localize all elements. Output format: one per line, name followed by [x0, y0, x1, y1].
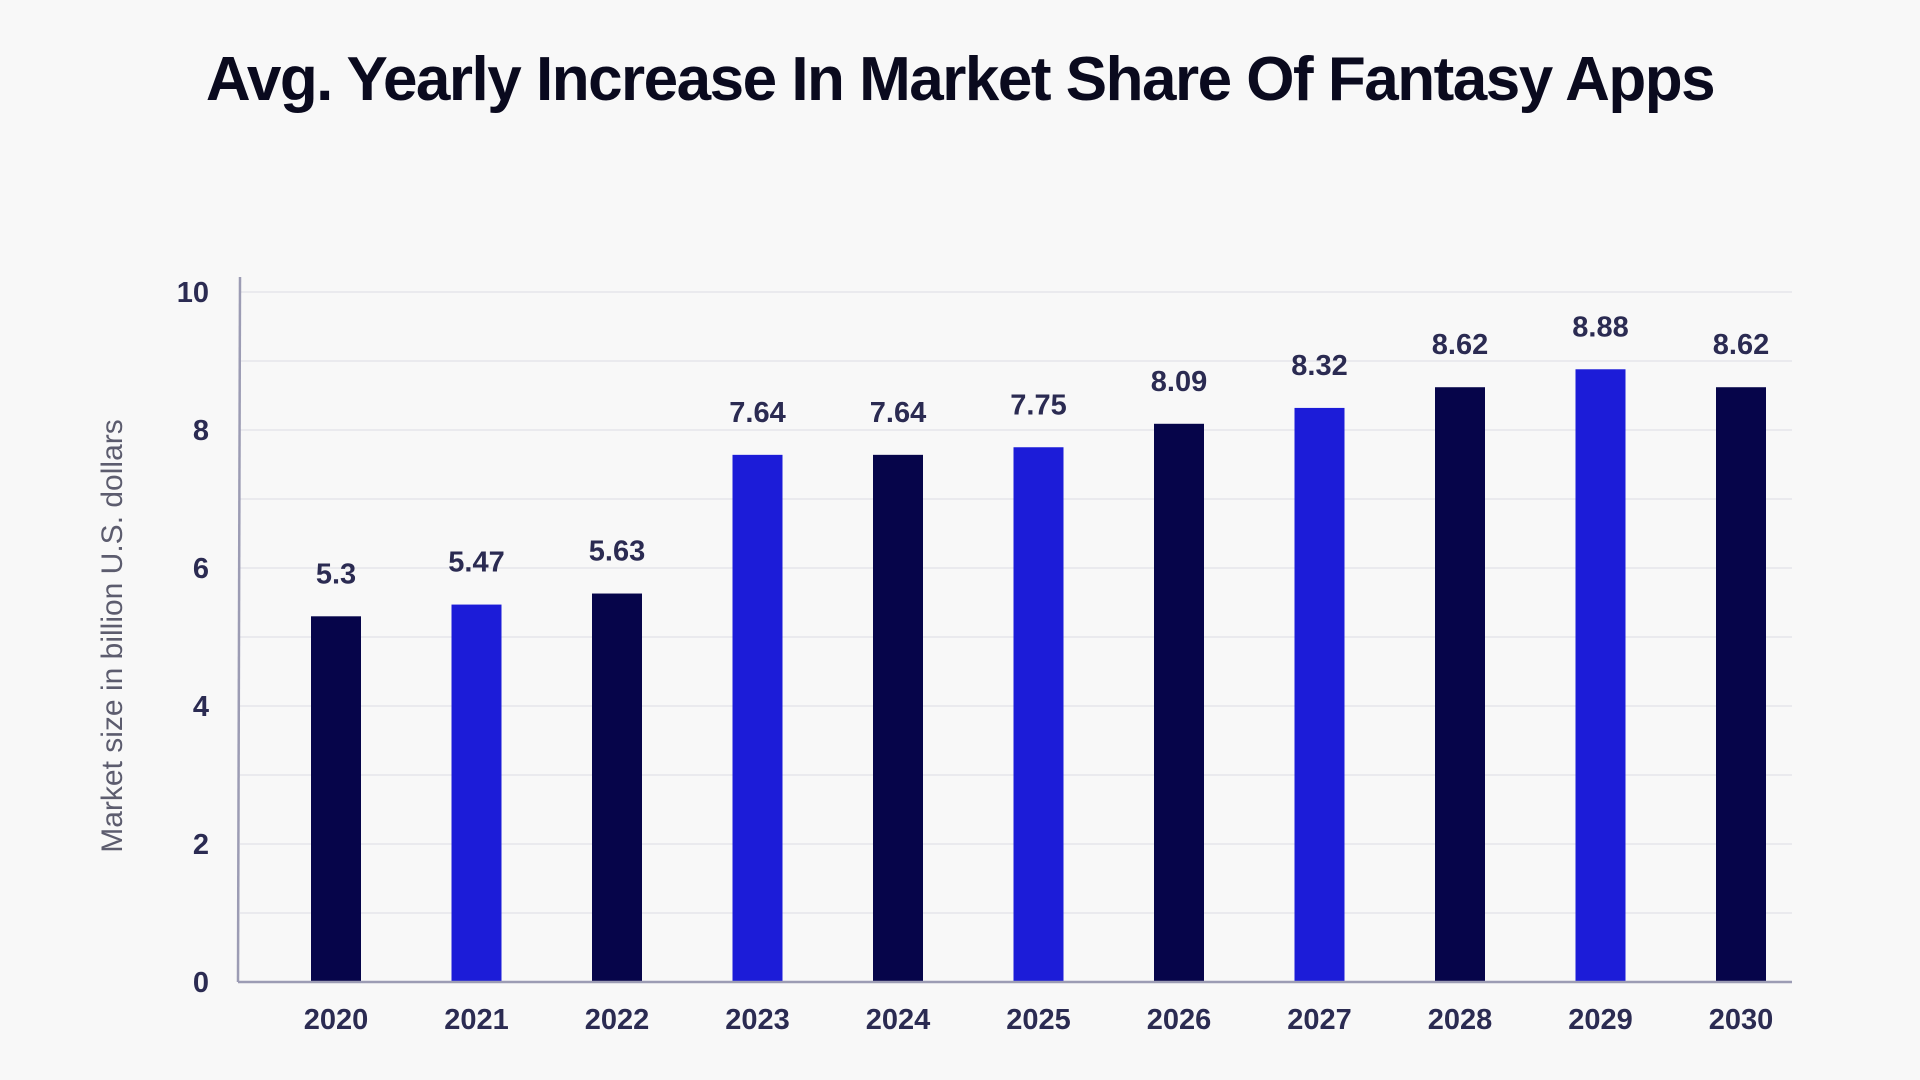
value-label-2028: 8.62 [1432, 329, 1488, 361]
x-tick-label-2028: 2028 [1428, 1004, 1493, 1036]
bar-2029 [1575, 369, 1626, 982]
y-axis-line [236, 276, 242, 983]
y-tick-label: 10 [177, 277, 209, 309]
x-tick-label-2025: 2025 [1006, 1004, 1071, 1036]
bar-2021 [451, 604, 502, 982]
value-label-2029: 8.88 [1572, 311, 1628, 343]
value-label-2023: 7.64 [729, 397, 785, 429]
y-axis-ticks: 0 2 4 6 8 10 [177, 277, 209, 999]
x-tick-label-2024: 2024 [866, 1004, 931, 1036]
y-tick-label: 2 [193, 829, 209, 861]
y-tick-label: 0 [193, 967, 209, 999]
x-tick-label-2027: 2027 [1287, 1004, 1352, 1036]
value-labels: 5.3 5.47 5.63 7.64 7.64 7.75 8.09 8.32 8.62 8.88 8… [316, 311, 1769, 590]
y-axis-title: Market size in billion U.S. dollars [96, 419, 129, 853]
value-label-2024: 7.64 [870, 397, 926, 429]
x-tick-label-2022: 2022 [585, 1004, 650, 1036]
bar-2023 [732, 454, 783, 983]
bar-2024 [873, 454, 923, 983]
value-label-2025: 7.75 [1010, 389, 1066, 421]
value-label-2022: 5.63 [589, 536, 645, 568]
x-tick-label-2026: 2026 [1147, 1004, 1212, 1036]
bars [311, 369, 1766, 983]
bar-2027 [1294, 407, 1345, 982]
value-label-2030: 8.62 [1713, 329, 1769, 361]
value-label-2026: 8.09 [1151, 366, 1207, 398]
value-label-2020: 5.3 [316, 558, 356, 590]
x-tick-label-2030: 2030 [1709, 1004, 1774, 1036]
chart-title: Avg. Yearly Increase In Market Share Of … [205, 45, 1716, 114]
bar-2022 [592, 593, 642, 982]
x-axis-ticks: 2020 2021 2022 2023 2024 2025 2026 2027 2028 2029… [304, 1004, 1774, 1036]
y-tick-label: 4 [193, 691, 209, 723]
bar-2025 [1013, 447, 1064, 982]
value-label-2021: 5.47 [448, 547, 504, 579]
y-tick-label: 6 [193, 553, 209, 585]
value-label-2027: 8.32 [1291, 350, 1347, 382]
bar-2030 [1716, 387, 1766, 983]
bar-2026 [1154, 423, 1204, 982]
bar-2028 [1435, 387, 1485, 983]
x-tick-label-2023: 2023 [725, 1004, 790, 1036]
x-tick-label-2029: 2029 [1568, 1004, 1633, 1036]
x-tick-label-2020: 2020 [304, 1004, 369, 1036]
y-tick-label: 8 [193, 415, 209, 447]
bar-2020 [311, 616, 361, 982]
x-tick-label-2021: 2021 [444, 1004, 509, 1036]
